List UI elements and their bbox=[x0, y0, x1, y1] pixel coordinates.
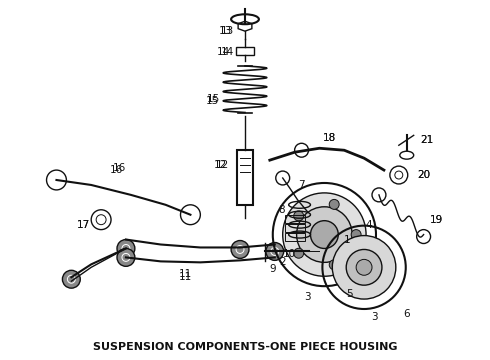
Circle shape bbox=[311, 221, 338, 248]
Text: 11: 11 bbox=[179, 272, 192, 282]
Text: 20: 20 bbox=[417, 170, 430, 180]
Text: SUSPENSION COMPONENTS-ONE PIECE HOUSING: SUSPENSION COMPONENTS-ONE PIECE HOUSING bbox=[93, 342, 397, 352]
Text: 13: 13 bbox=[220, 26, 234, 36]
Circle shape bbox=[346, 249, 382, 285]
Text: 9: 9 bbox=[270, 264, 276, 274]
Text: 19: 19 bbox=[430, 215, 443, 225]
Text: 7: 7 bbox=[298, 180, 305, 190]
Circle shape bbox=[329, 260, 339, 270]
Text: 14: 14 bbox=[217, 47, 230, 57]
Text: 15: 15 bbox=[206, 96, 219, 105]
Text: 16: 16 bbox=[109, 165, 122, 175]
Circle shape bbox=[294, 211, 304, 221]
Text: 18: 18 bbox=[323, 133, 336, 143]
Text: 17: 17 bbox=[76, 220, 90, 230]
Text: 18: 18 bbox=[323, 133, 336, 143]
Text: 14: 14 bbox=[220, 47, 234, 57]
Text: 8: 8 bbox=[278, 205, 285, 215]
Text: 19: 19 bbox=[430, 215, 443, 225]
Bar bbox=[285, 224, 305, 231]
Text: 3: 3 bbox=[304, 292, 311, 302]
Text: 6: 6 bbox=[403, 309, 410, 319]
Text: 11: 11 bbox=[179, 269, 192, 279]
Text: 2: 2 bbox=[279, 257, 286, 267]
Bar bbox=[237, 150, 253, 205]
Text: 12: 12 bbox=[214, 160, 227, 170]
Circle shape bbox=[231, 240, 249, 258]
Bar bbox=[285, 233, 305, 240]
Circle shape bbox=[356, 260, 372, 275]
Text: 13: 13 bbox=[219, 26, 232, 36]
Circle shape bbox=[332, 235, 396, 299]
Bar bbox=[236, 47, 254, 55]
Circle shape bbox=[117, 248, 135, 266]
Circle shape bbox=[283, 193, 366, 276]
Text: 5: 5 bbox=[346, 289, 352, 299]
Circle shape bbox=[329, 199, 339, 209]
Text: 21: 21 bbox=[420, 135, 433, 145]
Circle shape bbox=[294, 248, 304, 258]
Text: 1: 1 bbox=[344, 234, 350, 244]
Text: 4: 4 bbox=[366, 220, 372, 230]
Text: 21: 21 bbox=[420, 135, 433, 145]
Circle shape bbox=[117, 239, 135, 257]
Text: 3: 3 bbox=[370, 312, 377, 322]
Text: 10: 10 bbox=[283, 249, 296, 260]
Text: 15: 15 bbox=[207, 94, 220, 104]
Text: 20: 20 bbox=[417, 170, 430, 180]
Text: 12: 12 bbox=[216, 160, 229, 170]
Bar bbox=[285, 215, 305, 223]
Circle shape bbox=[296, 207, 352, 262]
Circle shape bbox=[266, 243, 284, 260]
Circle shape bbox=[351, 230, 361, 239]
Text: 17: 17 bbox=[76, 220, 90, 230]
Circle shape bbox=[62, 270, 80, 288]
Text: 16: 16 bbox=[112, 163, 125, 173]
